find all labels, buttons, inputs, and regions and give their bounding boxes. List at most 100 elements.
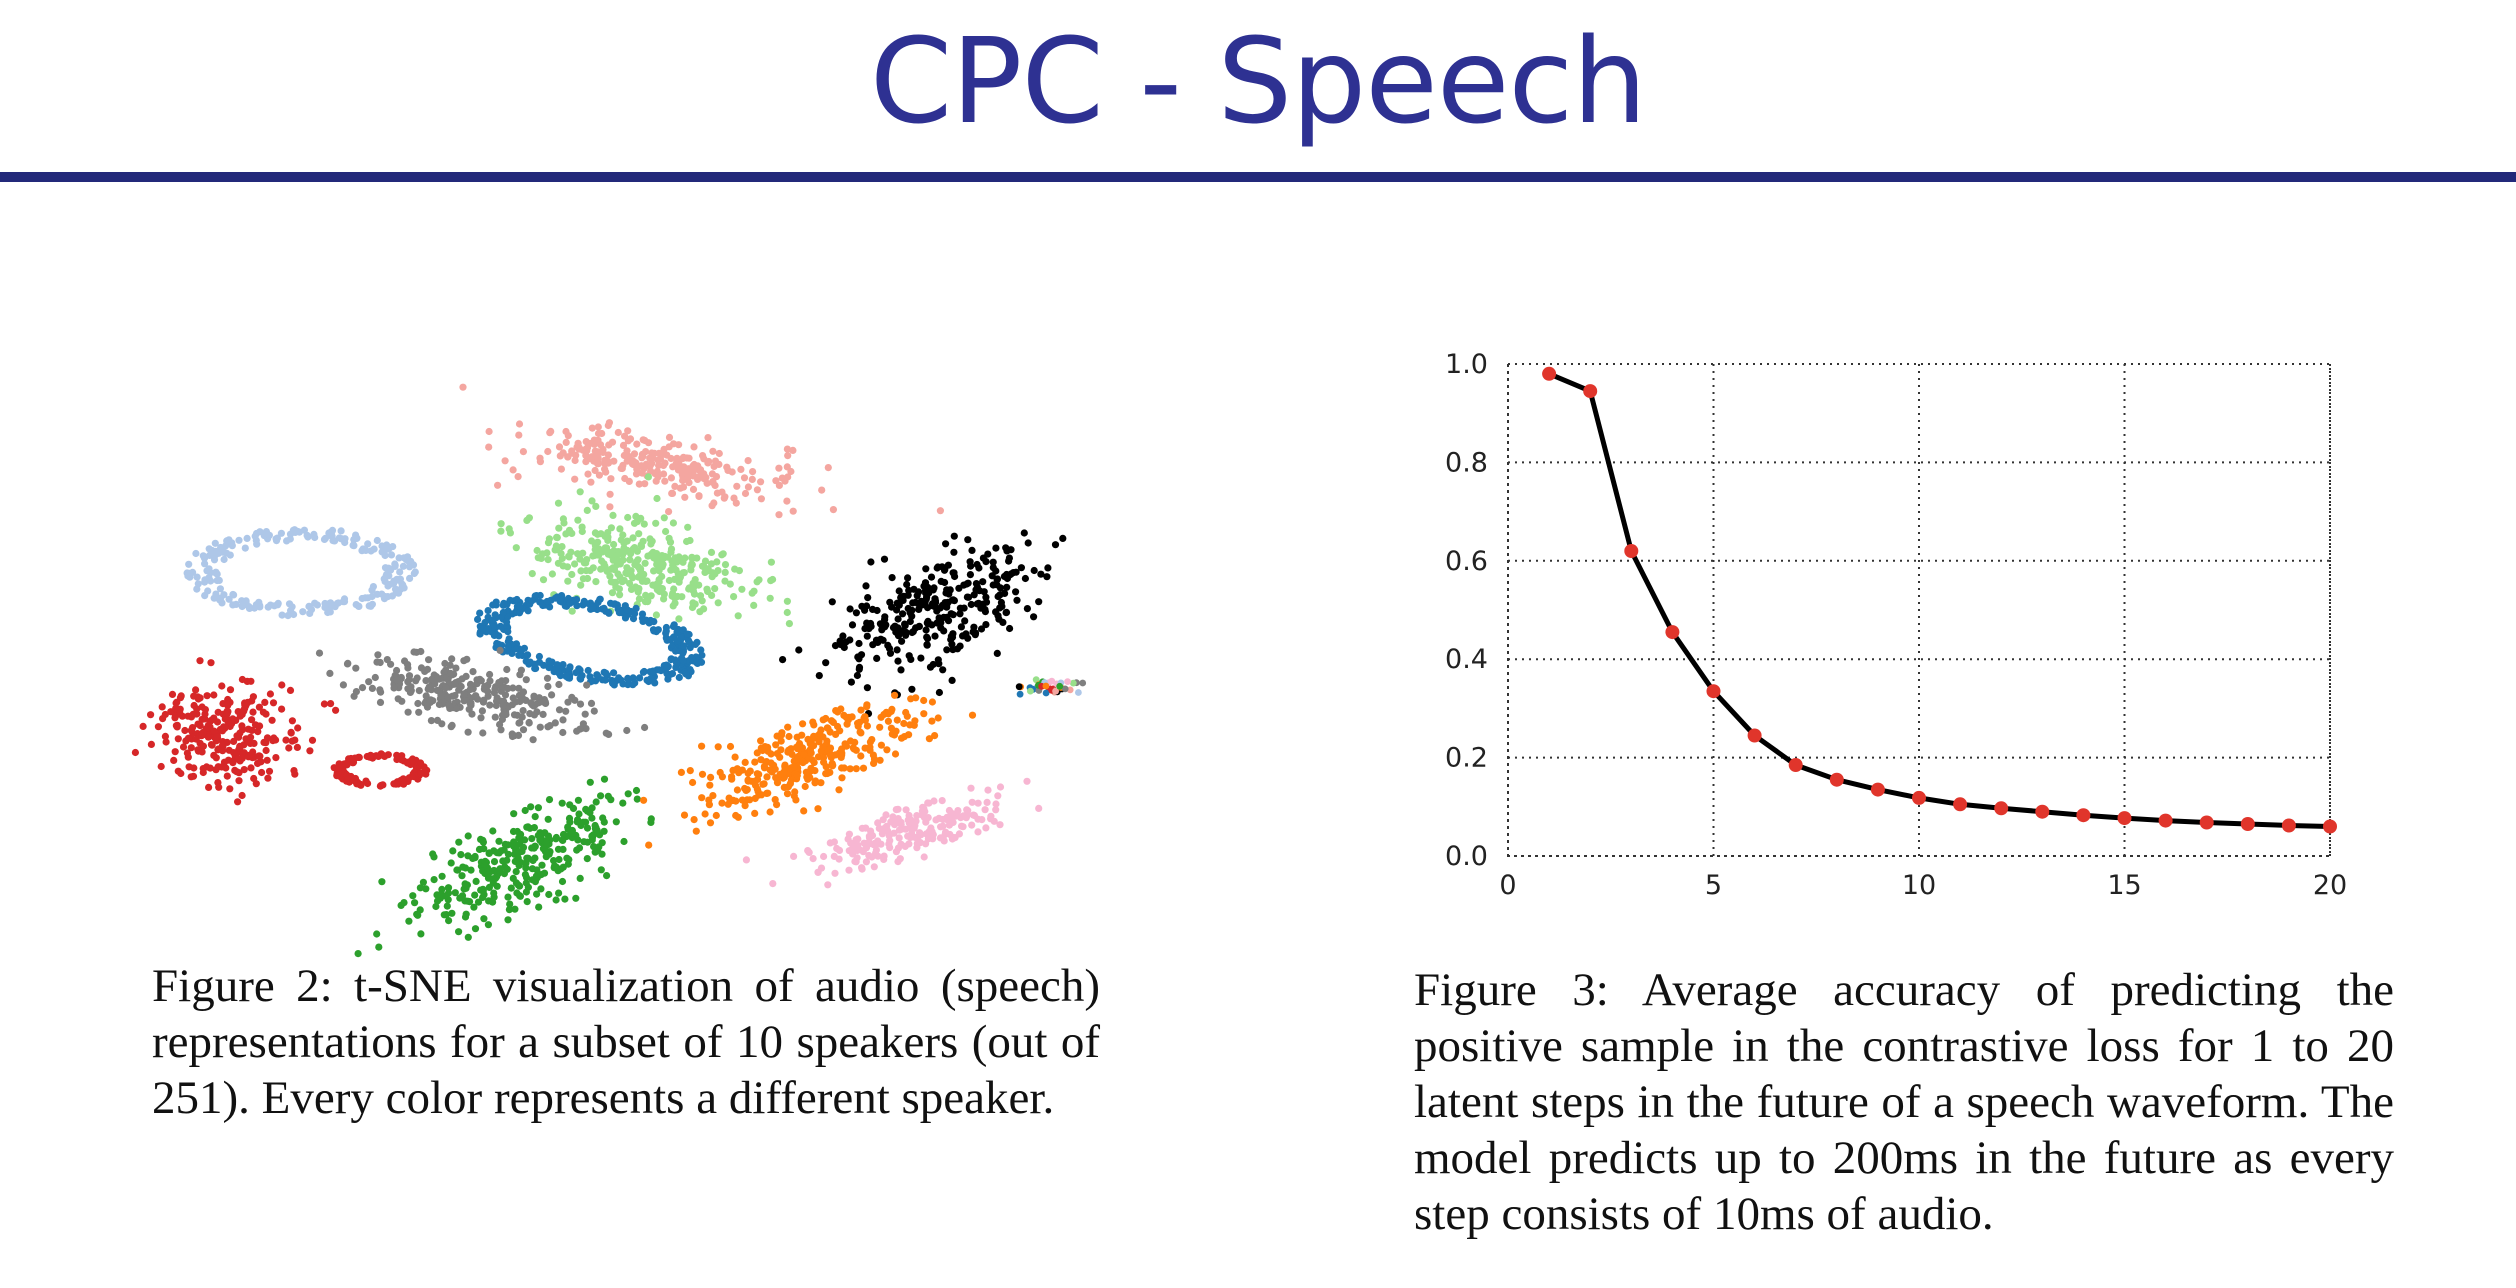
tsne-point bbox=[627, 567, 635, 575]
tsne-point bbox=[545, 535, 554, 543]
tsne-point bbox=[730, 494, 738, 502]
tsne-point bbox=[967, 600, 975, 609]
tsne-point bbox=[665, 443, 673, 451]
tsne-point bbox=[546, 722, 554, 730]
tsne-point bbox=[679, 469, 687, 477]
tsne-point bbox=[1002, 609, 1010, 617]
tsne-point bbox=[326, 669, 334, 678]
tsne-point bbox=[968, 546, 976, 555]
tsne-point bbox=[1024, 539, 1032, 547]
tsne-point bbox=[960, 581, 968, 589]
tsne-point bbox=[855, 665, 863, 673]
tsne-point bbox=[789, 507, 797, 515]
tsne-point bbox=[625, 477, 633, 485]
tsne-point bbox=[476, 675, 484, 683]
tsne-point bbox=[629, 574, 637, 582]
tsne-point bbox=[675, 553, 683, 561]
tsne-point bbox=[425, 656, 433, 664]
tsne-point bbox=[757, 478, 765, 486]
tsne-point bbox=[194, 580, 202, 588]
tsne-point bbox=[515, 431, 523, 439]
tsne-point bbox=[713, 558, 721, 566]
tsne-point bbox=[653, 550, 661, 558]
tsne-point bbox=[447, 669, 455, 678]
tsne-point bbox=[679, 453, 688, 461]
tsne-point bbox=[667, 474, 676, 482]
tsne-point bbox=[610, 540, 618, 549]
tsne-point bbox=[186, 573, 194, 581]
tsne-point bbox=[443, 693, 451, 701]
tsne-point bbox=[971, 631, 979, 639]
tsne-point bbox=[904, 574, 912, 582]
tsne-point bbox=[664, 662, 672, 671]
tsne-point bbox=[352, 664, 360, 672]
tsne-point bbox=[597, 565, 605, 573]
tsne-point bbox=[349, 541, 357, 550]
tsne-point bbox=[892, 628, 900, 636]
tsne-point bbox=[962, 630, 970, 638]
tsne-point bbox=[604, 550, 612, 558]
tsne-point bbox=[577, 567, 585, 575]
tsne-point bbox=[846, 605, 854, 613]
tsne-point bbox=[536, 458, 545, 466]
tsne-point bbox=[689, 485, 698, 493]
tsne-point bbox=[185, 560, 193, 568]
tsne-point bbox=[864, 594, 872, 602]
tsne-point bbox=[852, 609, 861, 617]
tsne-point bbox=[688, 654, 696, 662]
tsne-point bbox=[903, 580, 911, 589]
tsne-point bbox=[701, 568, 709, 577]
tsne-point bbox=[993, 575, 1002, 583]
tsne-point bbox=[966, 571, 975, 579]
tsne-point bbox=[272, 535, 280, 543]
tsne-point bbox=[355, 602, 363, 611]
tsne-point bbox=[540, 661, 548, 669]
tsne-point bbox=[459, 383, 467, 391]
tsne-point bbox=[531, 664, 539, 673]
tsne-point bbox=[637, 462, 646, 470]
tsne-point bbox=[593, 449, 601, 457]
tsne-point bbox=[607, 475, 615, 483]
tsne-point bbox=[650, 449, 659, 457]
tsne-point bbox=[639, 453, 647, 461]
tsne-point bbox=[824, 464, 832, 472]
tsne-point bbox=[681, 554, 689, 562]
tsne-point bbox=[981, 608, 990, 616]
tsne-point bbox=[384, 582, 392, 590]
accuracy-point bbox=[2035, 804, 2050, 819]
tsne-point bbox=[937, 577, 945, 586]
tsne-point bbox=[396, 568, 404, 576]
tsne-point bbox=[684, 523, 692, 531]
tsne-point bbox=[497, 527, 505, 535]
tsne-point bbox=[665, 576, 674, 585]
tsne-point bbox=[982, 621, 990, 629]
tsne-point bbox=[605, 441, 613, 449]
tsne-point bbox=[435, 700, 443, 709]
tsne-point bbox=[663, 451, 671, 459]
y-tick-label: 0.8 bbox=[1445, 447, 1488, 478]
tsne-point bbox=[512, 698, 520, 706]
tsne-point bbox=[697, 658, 706, 666]
tsne-point bbox=[698, 597, 706, 605]
tsne-point bbox=[492, 701, 500, 710]
tsne-point bbox=[623, 726, 631, 735]
tsne-point bbox=[615, 585, 624, 593]
tsne-point bbox=[512, 544, 520, 552]
tsne-point bbox=[615, 606, 624, 614]
tsne-point bbox=[724, 466, 732, 474]
speaker-cluster-1 bbox=[459, 383, 945, 519]
tsne-point bbox=[442, 684, 450, 692]
tsne-point bbox=[941, 565, 949, 574]
tsne-point bbox=[869, 641, 877, 649]
tsne-point bbox=[530, 711, 539, 719]
tsne-point bbox=[553, 546, 561, 554]
tsne-point bbox=[220, 555, 228, 564]
tsne-point bbox=[505, 635, 513, 643]
tsne-point bbox=[446, 661, 454, 669]
tsne-point bbox=[687, 562, 695, 570]
tsne-point bbox=[583, 556, 591, 564]
tsne-point bbox=[661, 477, 669, 485]
tsne-point bbox=[579, 575, 588, 583]
tsne-point bbox=[606, 572, 614, 580]
tsne-point bbox=[576, 674, 584, 683]
